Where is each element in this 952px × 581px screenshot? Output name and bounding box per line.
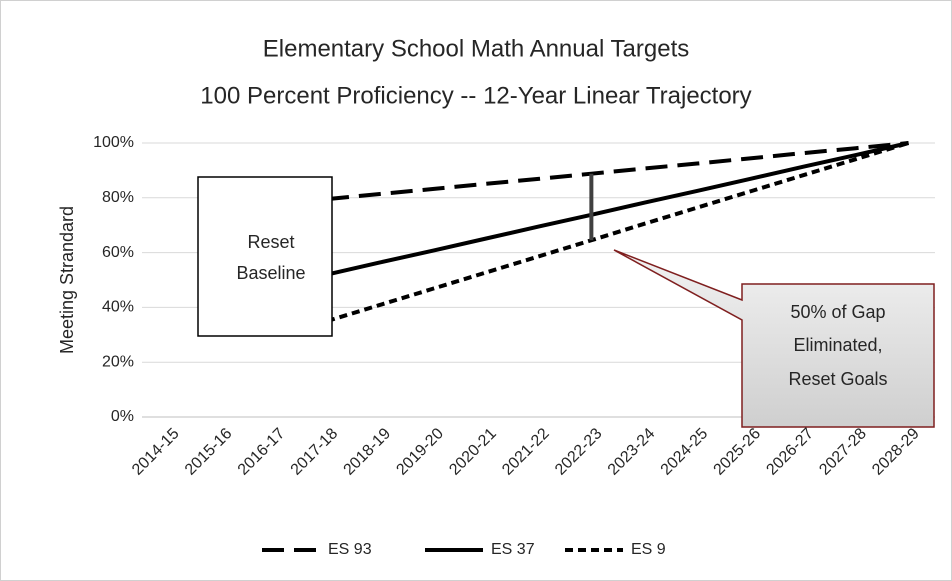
reset-baseline-box: [197, 176, 333, 337]
y-tick-label: 80%: [102, 189, 134, 206]
y-axis-label: Meeting Strandard: [57, 206, 77, 354]
annotation: Eliminated,: [793, 335, 882, 355]
annotation: Reset Goals: [788, 369, 887, 389]
y-tick-label: 20%: [102, 353, 134, 370]
series-line: [326, 141, 909, 202]
y-tick-label: 40%: [102, 299, 134, 316]
y-tick-label: 0%: [111, 408, 134, 425]
chart-title: 100 Percent Proficiency -- 12-Year Linea…: [200, 82, 751, 109]
chart-title: Elementary School Math Annual Targets: [263, 35, 689, 62]
series-line: [326, 141, 910, 324]
legend-label: ES 93: [328, 541, 372, 558]
annotation: Reset: [247, 232, 294, 252]
legend-label: ES 37: [491, 541, 535, 558]
callout: [613, 249, 935, 428]
y-tick-label: 100%: [93, 134, 134, 151]
legend-label: ES 9: [631, 541, 666, 558]
series-line: [326, 141, 910, 277]
y-tick-label: 60%: [102, 244, 134, 261]
annotation: 50% of Gap: [790, 302, 885, 322]
annotation: Baseline: [236, 263, 305, 283]
